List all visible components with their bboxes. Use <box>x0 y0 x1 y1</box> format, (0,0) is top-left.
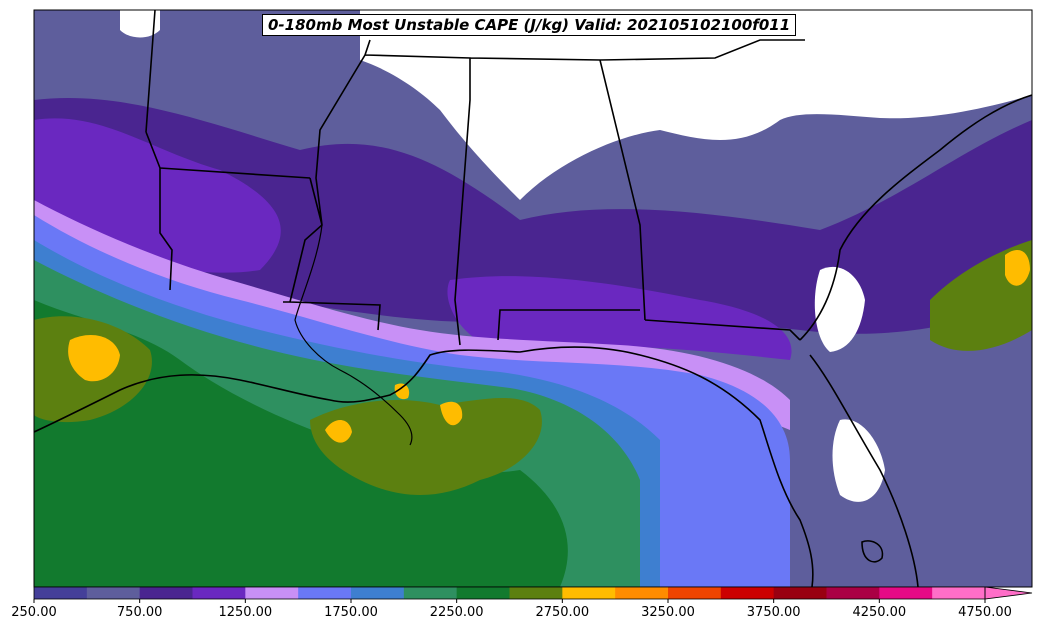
boundaries <box>33 9 1033 588</box>
state-borders <box>145 9 805 346</box>
colorbar-segment <box>509 587 563 599</box>
colorbar-tick-label: 2250.00 <box>429 605 484 620</box>
colorbar-segment <box>932 587 986 599</box>
field-yellow-tx <box>68 335 120 382</box>
colorbar-extend-arrow <box>984 586 1033 600</box>
colorbar-outline <box>33 586 986 600</box>
field-band-violet <box>34 118 792 360</box>
colorbar-tick-label: 4250.00 <box>852 605 907 620</box>
colorbar-segment <box>34 587 88 599</box>
colorbar-tick-label: 250.00 <box>11 605 57 620</box>
colorbar-tick-label: 3250.00 <box>641 605 695 620</box>
cape-field <box>34 10 1032 587</box>
field-yellow-gulf1 <box>325 383 463 443</box>
river-mississippi <box>294 224 413 446</box>
colorbar-tick-label: 1250.00 <box>218 605 273 620</box>
colorbar-segment <box>879 587 933 599</box>
colorbar-segment <box>826 587 880 599</box>
map-title: 0-180mb Most Unstable CAPE (J/kg) Valid:… <box>262 14 797 36</box>
colorbar-segment <box>351 587 405 599</box>
field-yellow-east <box>1005 250 1030 286</box>
colorbar-segment <box>773 587 827 599</box>
colorbar-tick-label: 2750.00 <box>535 605 590 620</box>
field-olive-gulf <box>310 398 542 495</box>
colorbar-segment <box>298 587 352 599</box>
field-band-purple <box>34 98 1032 334</box>
field-band-green <box>34 300 568 587</box>
colorbar-segment <box>668 587 722 599</box>
colorbar-segment <box>615 587 669 599</box>
colorbar-segment <box>245 587 299 599</box>
colorbar-tick-label: 1750.00 <box>324 605 378 620</box>
colorbar-segment <box>86 587 141 599</box>
colorbar-segment <box>403 587 458 599</box>
coastline <box>33 94 1033 588</box>
colorbar-tick-label: 750.00 <box>116 605 163 620</box>
colorbar-segment <box>456 587 510 599</box>
field-nodata-fl <box>832 419 885 502</box>
colorbar-segment <box>139 587 193 599</box>
field-nodata-north <box>360 10 1032 200</box>
colorbar-segment <box>720 587 775 599</box>
field-nodata-ga <box>814 266 865 352</box>
colorbar-tick-label: 3750.00 <box>746 605 801 620</box>
colorbar-segment <box>192 587 246 599</box>
colorbar-segment <box>562 587 616 599</box>
colorbar <box>33 586 1033 603</box>
field-nodata-ne <box>120 10 160 38</box>
lake-okeechobee <box>861 540 884 563</box>
colorbar-tick-label: 4750.00 <box>958 605 1012 620</box>
